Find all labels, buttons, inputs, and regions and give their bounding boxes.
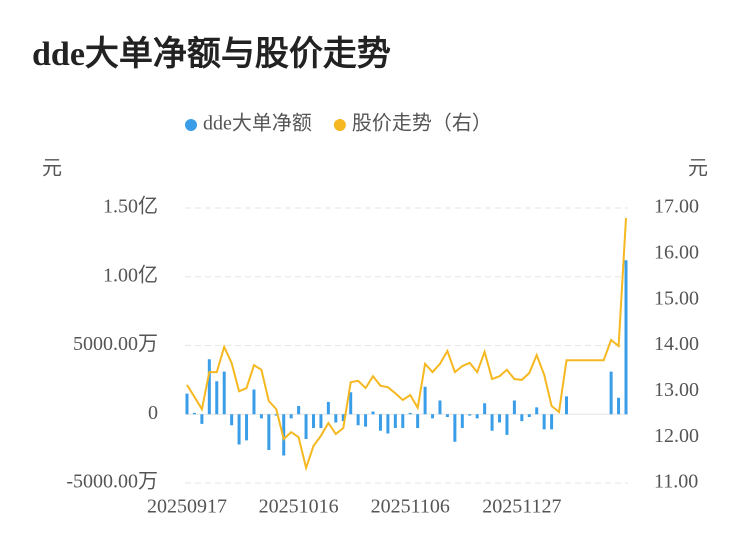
bar: [319, 414, 323, 428]
bar: [297, 406, 301, 415]
x-tick-label: 20250917: [147, 496, 227, 518]
bar: [222, 371, 226, 415]
y-tick-label: 1.50亿: [103, 195, 158, 218]
legend-label: 股价走势（右）: [352, 112, 492, 135]
bar: [326, 401, 330, 415]
legend-marker: [185, 119, 197, 131]
bar: [490, 414, 494, 431]
bar: [237, 414, 241, 445]
bar: [267, 414, 271, 450]
bar: [498, 414, 502, 423]
bar: [334, 414, 338, 423]
bar: [304, 414, 308, 439]
bar: [349, 392, 353, 415]
bar: [311, 414, 315, 428]
bar: [483, 403, 487, 415]
bar: [609, 371, 613, 415]
y2-tick-label: 11.00: [654, 471, 698, 493]
bar: [535, 407, 539, 415]
bar: [378, 414, 382, 431]
bar: [550, 414, 554, 430]
bar: [460, 414, 464, 428]
bar: [408, 412, 412, 415]
bar: [215, 381, 219, 415]
bar: [512, 400, 516, 415]
y-axis-unit: 元: [42, 158, 62, 180]
y2-tick-label: 16.00: [654, 241, 699, 263]
bar: [520, 414, 524, 422]
y-tick-label: 5000.00万: [73, 333, 158, 355]
bar: [252, 389, 256, 415]
y2-tick-label: 12.00: [654, 425, 699, 447]
bar: [453, 414, 457, 442]
bar: [468, 414, 472, 416]
price-line: [186, 218, 627, 472]
bar: [341, 414, 345, 422]
bar: [356, 414, 360, 426]
bar: [431, 414, 435, 419]
y2-axis-unit: 元: [688, 158, 708, 180]
x-tick-label: 20251016: [259, 496, 339, 518]
bar: [364, 414, 368, 427]
bar: [527, 414, 531, 417]
bar: [289, 414, 293, 419]
y-tick-label: 0: [148, 402, 158, 424]
bar: [617, 397, 621, 415]
bar: [371, 411, 375, 415]
bar: [259, 414, 263, 419]
bar: [542, 414, 546, 430]
y2-tick-label: 17.00: [654, 196, 699, 218]
bar: [192, 412, 196, 415]
bar: [445, 414, 449, 417]
bar: [475, 414, 479, 419]
y2-tick-label: 15.00: [654, 287, 699, 309]
bar: [393, 414, 397, 428]
y2-tick-label: 14.00: [654, 333, 699, 355]
bar: [564, 396, 568, 415]
bar: [505, 414, 509, 435]
bar: [274, 414, 278, 416]
bar: [438, 400, 442, 415]
y-tick-label: 1.00亿: [103, 263, 158, 286]
bar: [200, 414, 204, 424]
bar: [386, 414, 390, 434]
bar: [282, 414, 286, 456]
bar: [624, 260, 628, 415]
bar: [423, 386, 427, 415]
bar: [245, 414, 249, 441]
y-tick-label: -5000.00万: [66, 471, 158, 493]
legend-label: dde大单净额: [203, 112, 312, 135]
x-tick-label: 20251106: [371, 496, 450, 518]
chart-title: dde大单净额与股价走势: [32, 35, 391, 73]
bar: [207, 359, 211, 415]
x-tick-label: 20251127: [482, 496, 561, 518]
legend-marker: [333, 119, 346, 131]
bar: [401, 414, 405, 428]
bar: [416, 414, 420, 428]
bar: [185, 393, 189, 415]
y2-tick-label: 13.00: [654, 379, 699, 401]
bar: [230, 414, 234, 426]
